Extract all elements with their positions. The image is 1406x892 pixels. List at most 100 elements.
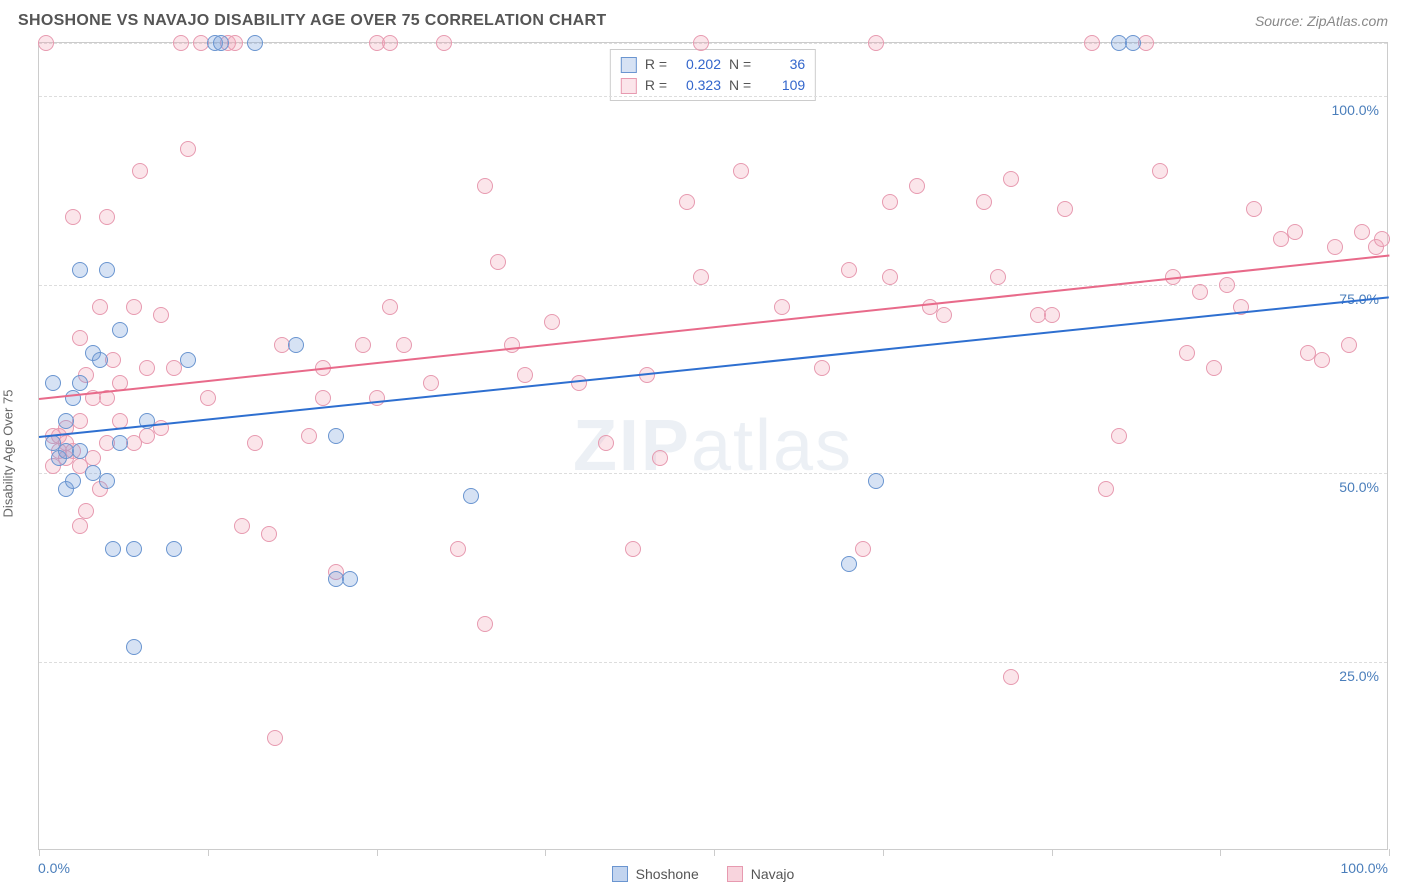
stat-n-shoshone: 36: [759, 54, 805, 75]
data-point: [1044, 307, 1060, 323]
data-point: [180, 352, 196, 368]
data-point: [477, 616, 493, 632]
data-point: [1179, 345, 1195, 361]
gridline: [39, 473, 1387, 474]
data-point: [301, 428, 317, 444]
data-point: [65, 209, 81, 225]
x-tick: [377, 849, 378, 856]
stat-r-shoshone: 0.202: [675, 54, 721, 75]
data-point: [288, 337, 304, 353]
data-point: [92, 299, 108, 315]
data-point: [78, 503, 94, 519]
data-point: [72, 518, 88, 534]
data-point: [693, 269, 709, 285]
data-point: [166, 541, 182, 557]
data-point: [355, 337, 371, 353]
swatch-navajo: [621, 78, 637, 94]
data-point: [85, 450, 101, 466]
regression-line: [39, 254, 1389, 399]
watermark: ZIPatlas: [573, 405, 853, 487]
data-point: [72, 330, 88, 346]
data-point: [382, 35, 398, 51]
stat-n-navajo: 109: [759, 75, 805, 96]
chart-container: SHOSHONE VS NAVAJO DISABILITY AGE OVER 7…: [0, 0, 1406, 892]
data-point: [477, 178, 493, 194]
data-point: [423, 375, 439, 391]
data-point: [153, 307, 169, 323]
data-point: [936, 307, 952, 323]
data-point: [58, 413, 74, 429]
data-point: [814, 360, 830, 376]
data-point: [882, 194, 898, 210]
data-point: [976, 194, 992, 210]
data-point: [1246, 201, 1262, 217]
data-point: [99, 262, 115, 278]
stat-label-r: R =: [645, 75, 667, 96]
x-tick: [1389, 849, 1390, 856]
data-point: [693, 35, 709, 51]
data-point: [1287, 224, 1303, 240]
data-point: [99, 473, 115, 489]
data-point: [1206, 360, 1222, 376]
data-point: [1327, 239, 1343, 255]
data-point: [45, 375, 61, 391]
data-point: [841, 262, 857, 278]
x-tick: [1220, 849, 1221, 856]
x-tick: [545, 849, 546, 856]
data-point: [72, 443, 88, 459]
source-label: Source: ZipAtlas.com: [1255, 13, 1388, 29]
data-point: [679, 194, 695, 210]
data-point: [855, 541, 871, 557]
data-point: [72, 262, 88, 278]
data-point: [868, 35, 884, 51]
data-point: [1152, 163, 1168, 179]
data-point: [1098, 481, 1114, 497]
stats-box: R = 0.202 N = 36 R = 0.323 N = 109: [610, 49, 816, 101]
data-point: [382, 299, 398, 315]
y-tick-label: 100.0%: [1332, 102, 1379, 118]
swatch-shoshone: [621, 57, 637, 73]
stats-row-shoshone: R = 0.202 N = 36: [621, 54, 805, 75]
data-point: [1057, 201, 1073, 217]
data-point: [173, 35, 189, 51]
data-point: [213, 35, 229, 51]
chart-title: SHOSHONE VS NAVAJO DISABILITY AGE OVER 7…: [18, 12, 606, 30]
data-point: [234, 518, 250, 534]
legend: Shoshone Navajo: [0, 866, 1406, 882]
data-point: [200, 390, 216, 406]
x-tick: [1052, 849, 1053, 856]
data-point: [247, 435, 263, 451]
data-point: [733, 163, 749, 179]
data-point: [261, 526, 277, 542]
data-point: [841, 556, 857, 572]
data-point: [544, 314, 560, 330]
gridline: [39, 96, 1387, 97]
data-point: [72, 375, 88, 391]
x-tick: [208, 849, 209, 856]
stat-label-r: R =: [645, 54, 667, 75]
data-point: [1314, 352, 1330, 368]
data-point: [126, 541, 142, 557]
data-point: [490, 254, 506, 270]
data-point: [436, 35, 452, 51]
data-point: [598, 435, 614, 451]
data-point: [105, 541, 121, 557]
data-point: [99, 209, 115, 225]
data-point: [1111, 428, 1127, 444]
data-point: [652, 450, 668, 466]
legend-label-shoshone: Shoshone: [636, 866, 699, 882]
legend-item-navajo: Navajo: [727, 866, 795, 882]
x-tick: [39, 849, 40, 856]
data-point: [909, 178, 925, 194]
data-point: [1003, 669, 1019, 685]
data-point: [267, 730, 283, 746]
data-point: [504, 337, 520, 353]
data-point: [92, 352, 108, 368]
data-point: [625, 541, 641, 557]
data-point: [571, 375, 587, 391]
legend-item-shoshone: Shoshone: [612, 866, 699, 882]
data-point: [247, 35, 263, 51]
gridline: [39, 662, 1387, 663]
data-point: [65, 473, 81, 489]
stat-label-n: N =: [729, 54, 751, 75]
